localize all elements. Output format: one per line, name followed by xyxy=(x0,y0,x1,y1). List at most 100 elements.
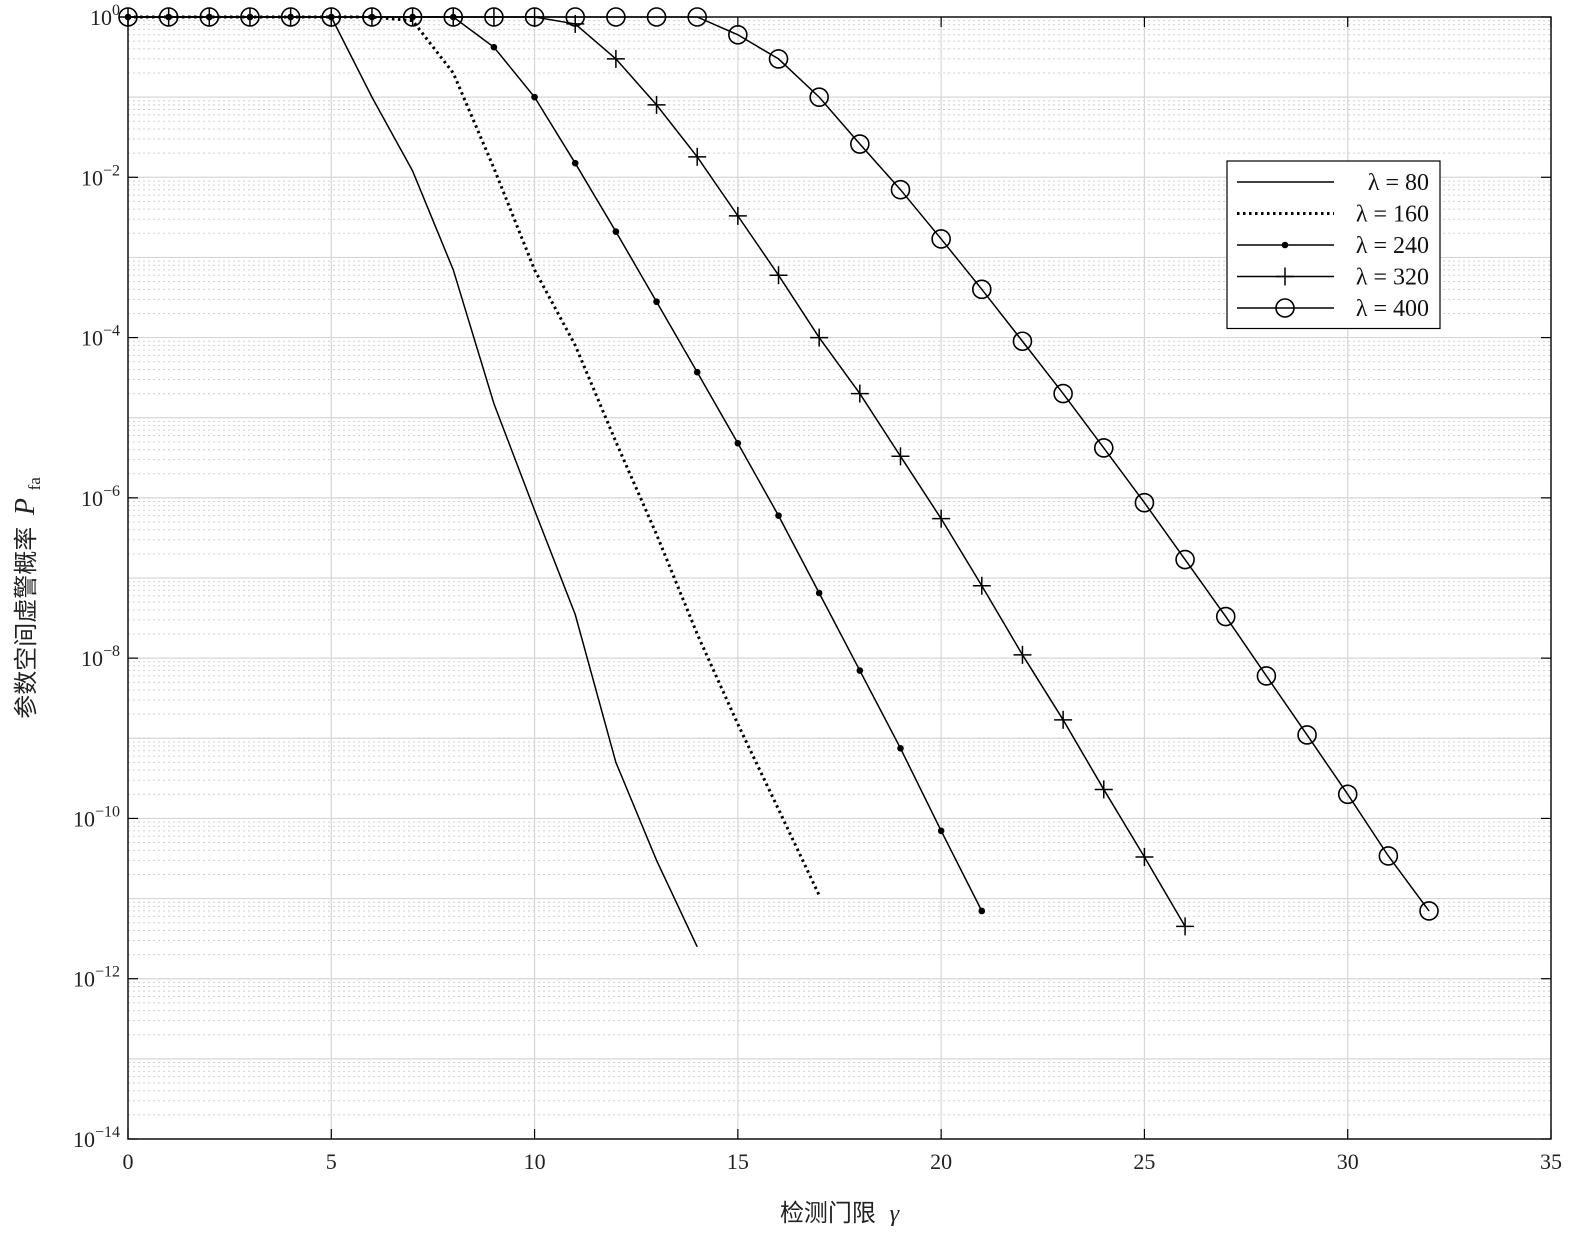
data-point-dot xyxy=(856,667,864,674)
data-point-dot xyxy=(775,512,782,519)
x-tick-label: 15 xyxy=(727,1149,749,1174)
data-point-dot xyxy=(734,439,742,447)
y-tick-label: 10−10 xyxy=(73,803,120,831)
series-line xyxy=(128,15,821,896)
data-point-plus xyxy=(769,266,788,285)
data-point-circle xyxy=(1175,549,1195,570)
y-axis-label-symbol: P xyxy=(10,498,41,516)
data-point-circle xyxy=(1419,901,1439,921)
y-tick-base: 10 xyxy=(81,165,103,190)
data-point-plus xyxy=(891,447,910,466)
y-tick-label: 10−14 xyxy=(73,1124,120,1152)
y-axis-label: 参数空间虚警概率 P fa xyxy=(10,477,44,719)
y-tick-base: 10 xyxy=(81,486,103,511)
data-point-circle xyxy=(850,134,870,154)
y-axis-label-text: 参数空间虚警概率 xyxy=(12,527,40,719)
data-point-dot xyxy=(531,93,538,101)
y-tick-exponent: −10 xyxy=(95,803,120,820)
data-point-plus xyxy=(972,576,991,595)
major-gridlines xyxy=(128,17,1551,1139)
series-1 xyxy=(128,16,698,948)
data-point-dot xyxy=(978,907,986,915)
y-tick-base: 10 xyxy=(73,806,95,831)
y-tick-exponent: −2 xyxy=(103,162,120,179)
y-tick-base: 10 xyxy=(73,967,95,992)
legend-label: λ = 240 xyxy=(1356,233,1429,259)
x-axis-label-symbol: γ xyxy=(890,1201,900,1227)
data-point-circle xyxy=(931,229,951,249)
y-tick-exponent: −14 xyxy=(95,1124,120,1141)
data-point-plus xyxy=(1135,848,1154,867)
data-point-circle xyxy=(1256,666,1277,686)
data-point-circle xyxy=(1378,846,1399,866)
data-point-plus xyxy=(647,95,666,114)
data-point-plus xyxy=(728,206,747,225)
data-point-dot xyxy=(653,298,660,306)
data-point-circle xyxy=(768,49,789,69)
data-point-circle xyxy=(1134,492,1155,513)
data-point-plus xyxy=(850,384,869,403)
series-3 xyxy=(124,13,986,915)
x-tick-label: 0 xyxy=(123,1149,134,1174)
x-tick-label: 25 xyxy=(1133,1149,1155,1174)
series-line xyxy=(128,16,1186,927)
x-axis-label-text: 检测门限 xyxy=(780,1199,876,1227)
data-point-plus xyxy=(1276,267,1294,286)
legend-item: λ = 400 xyxy=(1237,296,1429,322)
y-tick-label: 10−2 xyxy=(81,162,120,190)
x-axis-label: 检测门限 γ xyxy=(780,1199,900,1227)
series-2 xyxy=(128,15,821,896)
y-tick-base: 10 xyxy=(73,1127,95,1152)
legend-item: λ = 320 xyxy=(1237,265,1429,291)
x-tick-label: 10 xyxy=(524,1149,546,1174)
data-point-dot xyxy=(571,159,579,167)
data-point-dot xyxy=(897,744,904,752)
y-tick-exponent: 0 xyxy=(112,2,120,19)
y-tick-label: 10−12 xyxy=(73,964,120,992)
data-point-circle xyxy=(1215,606,1236,627)
y-tick-label: 10−6 xyxy=(81,483,120,511)
series-4 xyxy=(119,8,1195,936)
y-tick-base: 10 xyxy=(90,5,112,30)
y-tick-exponent: −8 xyxy=(103,643,120,660)
data-point-dot xyxy=(693,368,701,376)
legend-label: λ = 400 xyxy=(1356,296,1429,322)
data-point-dot xyxy=(612,228,620,235)
series-line xyxy=(128,16,1430,912)
data-point-circle xyxy=(1275,298,1295,318)
y-tick-label: 10−8 xyxy=(81,643,120,671)
y-tick-label: 100 xyxy=(90,2,120,30)
data-point-dot xyxy=(1281,241,1289,249)
y-tick-exponent: −6 xyxy=(103,483,120,500)
data-point-circle xyxy=(1012,331,1033,352)
legend: λ = 80 λ = 160 λ = 240 λ = 320 λ = 400 xyxy=(1226,160,1441,330)
legend-item: λ = 80 xyxy=(1237,170,1429,196)
data-point-dot xyxy=(937,827,945,835)
data-point-circle xyxy=(971,279,992,300)
data-point-plus xyxy=(688,147,707,166)
y-tick-label: 10−4 xyxy=(81,323,120,351)
x-tick-label: 20 xyxy=(930,1149,952,1174)
tick-marks xyxy=(127,16,1552,1140)
minor-gridlines xyxy=(128,20,1551,1116)
data-point-circle xyxy=(1093,438,1114,458)
x-tick-label: 30 xyxy=(1337,1149,1359,1174)
series-line xyxy=(128,16,698,948)
data-point-circle xyxy=(809,87,829,107)
data-point-circle xyxy=(1297,725,1317,745)
y-tick-base: 10 xyxy=(81,646,103,671)
data-point-plus xyxy=(1176,917,1195,936)
data-point-plus xyxy=(1013,645,1032,664)
data-point-circle xyxy=(890,179,911,200)
data-point-plus xyxy=(1054,710,1073,729)
legend-label: λ = 80 xyxy=(1368,170,1429,196)
x-tick-label: 35 xyxy=(1540,1149,1562,1174)
data-point-circle xyxy=(1337,784,1358,805)
data-point-dot xyxy=(815,589,823,597)
data-point-plus xyxy=(1094,780,1113,799)
x-tick-labels: 0 5 10 15 20 25 30 35 xyxy=(123,1149,1563,1174)
series-layer xyxy=(118,7,1439,948)
x-tick-label: 5 xyxy=(326,1149,337,1174)
legend-label: λ = 320 xyxy=(1356,265,1429,291)
